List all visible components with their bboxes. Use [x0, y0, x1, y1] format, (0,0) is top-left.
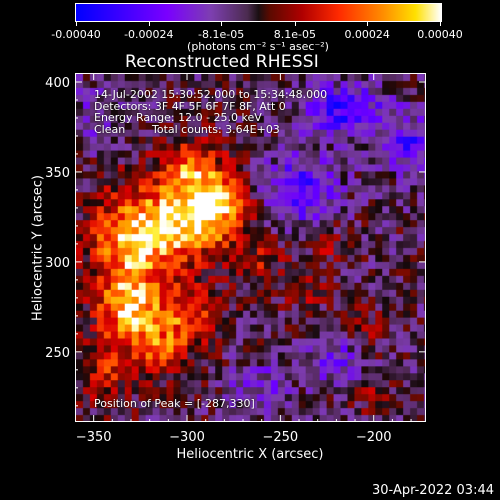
colorbar-tick-label: 0.00024 [344, 28, 390, 41]
y-tick-label: 350 [45, 166, 70, 181]
y-tick-label: 250 [45, 346, 70, 361]
axes-overlay: −350 −300 −250 −200 250 300 350 400 [45, 73, 426, 445]
colorbar-tick [367, 22, 369, 26]
colorbar-tick-label: 8.1e-05 [273, 28, 316, 41]
x-axis-title: Heliocentric X (arcsec) [176, 447, 324, 462]
colorbar-tick [440, 22, 441, 26]
colorbar-tick [148, 22, 150, 26]
annotation-time-range: 14-Jul-2002 15:30:52.000 to 15:34:48.000 [94, 88, 328, 101]
colorbar-tick [294, 22, 296, 26]
x-tick-label: −250 [263, 430, 299, 445]
annotation-clean: Clean [94, 122, 126, 136]
colorbar-tick-label: -8.1e-05 [198, 28, 245, 41]
y-tick-label: 300 [45, 256, 70, 271]
x-tick-label: −350 [76, 430, 112, 445]
x-tick-label: −300 [169, 430, 205, 445]
annotation-detectors: Detectors: 3F 4F 5F 6F 7F 8F, Att 0 [94, 99, 286, 113]
heatmap-image [75, 73, 426, 422]
colorbar-units: (photons cm⁻² s⁻¹ asec⁻²) [187, 40, 329, 53]
x-tick-label: −200 [356, 430, 392, 445]
annotation-peak: Position of Peak = [-287,330] [94, 397, 255, 410]
y-tick-label: 400 [45, 76, 70, 91]
y-axis-title: Heliocentric Y (arcsec) [30, 175, 46, 321]
colorbar-tick [221, 22, 223, 26]
colorbar [75, 3, 442, 22]
colorbar-tick [76, 22, 77, 26]
plot-area: −350 −300 −250 −200 250 300 350 400 14-Jul-2002… [45, 73, 426, 445]
timestamp: 30-Apr-2022 03:44 [372, 483, 494, 498]
colorbar-tick-label: -0.00040 [51, 28, 101, 41]
annotation-counts: Total counts: 3.64E+03 [152, 122, 280, 136]
colorbar-tick-label: 0.00040 [417, 28, 463, 41]
colorbar-tick-label: -0.00024 [124, 28, 174, 41]
annotation-energy: Energy Range: 12.0 - 25.0 keV [94, 111, 262, 124]
colorbar-gradient [76, 4, 441, 21]
